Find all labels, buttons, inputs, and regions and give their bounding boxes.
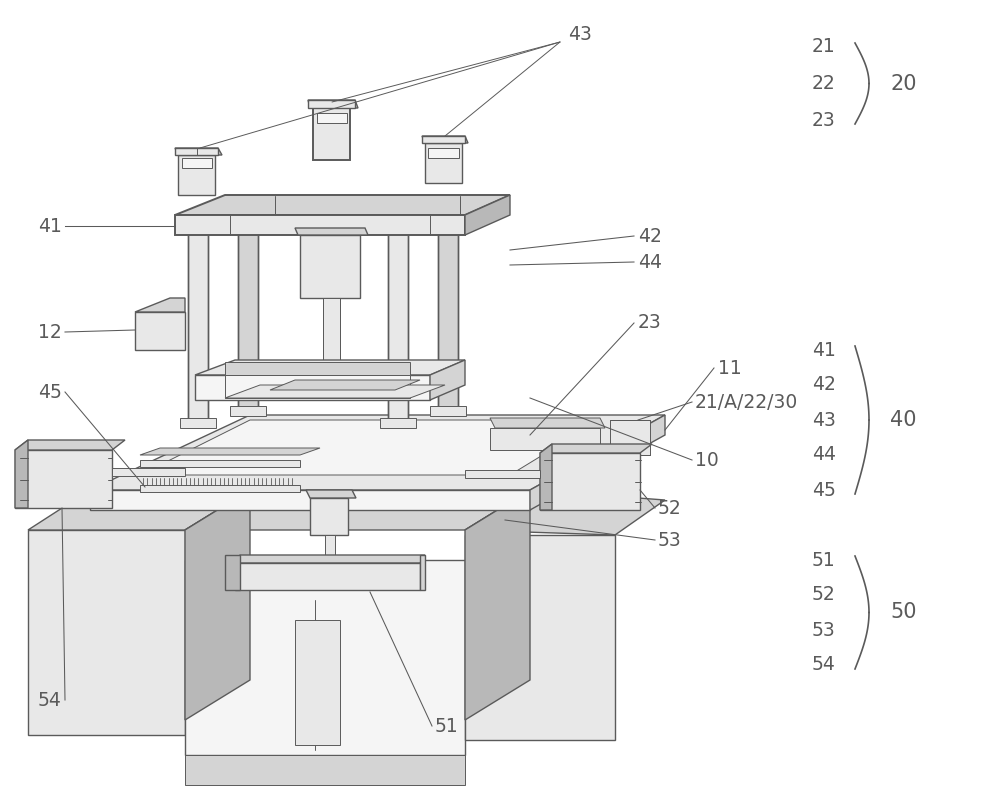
Polygon shape bbox=[185, 490, 250, 720]
Polygon shape bbox=[185, 490, 530, 530]
Polygon shape bbox=[135, 312, 185, 350]
Polygon shape bbox=[175, 215, 465, 235]
Polygon shape bbox=[540, 453, 640, 510]
Text: 43: 43 bbox=[812, 411, 836, 430]
Polygon shape bbox=[313, 108, 350, 160]
Polygon shape bbox=[428, 148, 459, 158]
Polygon shape bbox=[310, 498, 348, 535]
Polygon shape bbox=[238, 208, 258, 408]
Polygon shape bbox=[175, 195, 510, 215]
Polygon shape bbox=[188, 220, 208, 420]
Polygon shape bbox=[300, 235, 360, 298]
Polygon shape bbox=[490, 428, 600, 450]
Polygon shape bbox=[465, 490, 665, 535]
Polygon shape bbox=[420, 555, 425, 590]
Polygon shape bbox=[225, 555, 240, 590]
Text: 54: 54 bbox=[38, 691, 62, 710]
Polygon shape bbox=[140, 420, 600, 475]
Polygon shape bbox=[317, 113, 347, 123]
Text: 45: 45 bbox=[812, 480, 836, 499]
Polygon shape bbox=[388, 220, 408, 420]
Text: 40: 40 bbox=[890, 410, 916, 430]
Text: 44: 44 bbox=[638, 252, 662, 271]
Polygon shape bbox=[530, 415, 665, 510]
Polygon shape bbox=[295, 620, 340, 745]
Polygon shape bbox=[465, 535, 615, 740]
Text: 21: 21 bbox=[812, 37, 836, 56]
Polygon shape bbox=[438, 208, 458, 408]
Polygon shape bbox=[140, 448, 320, 455]
Text: 42: 42 bbox=[812, 376, 836, 395]
Text: 51: 51 bbox=[435, 717, 459, 736]
Polygon shape bbox=[112, 468, 185, 476]
Polygon shape bbox=[225, 375, 410, 398]
Polygon shape bbox=[235, 563, 420, 590]
Polygon shape bbox=[15, 450, 112, 508]
Polygon shape bbox=[135, 298, 185, 312]
Text: 41: 41 bbox=[812, 340, 836, 359]
Polygon shape bbox=[185, 755, 465, 785]
Polygon shape bbox=[28, 530, 185, 735]
Polygon shape bbox=[490, 418, 605, 428]
Polygon shape bbox=[235, 555, 425, 563]
Text: 52: 52 bbox=[658, 498, 682, 517]
Text: 23: 23 bbox=[638, 313, 662, 332]
Text: 52: 52 bbox=[812, 585, 836, 604]
Polygon shape bbox=[195, 375, 430, 400]
Polygon shape bbox=[185, 560, 465, 755]
Polygon shape bbox=[465, 470, 540, 478]
Polygon shape bbox=[140, 485, 300, 492]
Polygon shape bbox=[308, 100, 355, 108]
Text: 43: 43 bbox=[568, 25, 592, 44]
Polygon shape bbox=[15, 440, 28, 508]
Text: 22: 22 bbox=[812, 74, 836, 93]
Polygon shape bbox=[28, 490, 250, 530]
Text: 20: 20 bbox=[890, 74, 916, 93]
Polygon shape bbox=[295, 228, 368, 235]
Polygon shape bbox=[306, 490, 356, 498]
Text: 54: 54 bbox=[812, 656, 836, 675]
Polygon shape bbox=[90, 490, 530, 510]
Text: 45: 45 bbox=[38, 383, 62, 402]
Text: 21/A/22/30: 21/A/22/30 bbox=[695, 392, 798, 411]
Polygon shape bbox=[610, 420, 650, 455]
Polygon shape bbox=[465, 490, 530, 720]
Polygon shape bbox=[178, 155, 215, 195]
Polygon shape bbox=[540, 444, 552, 510]
Polygon shape bbox=[230, 406, 266, 416]
Polygon shape bbox=[308, 100, 358, 108]
Polygon shape bbox=[422, 136, 465, 143]
Polygon shape bbox=[180, 418, 216, 428]
Text: 12: 12 bbox=[38, 323, 62, 342]
Text: 41: 41 bbox=[38, 217, 62, 236]
Polygon shape bbox=[425, 143, 462, 183]
Text: 11: 11 bbox=[718, 358, 742, 377]
Text: 42: 42 bbox=[638, 226, 662, 245]
Polygon shape bbox=[430, 360, 465, 400]
Polygon shape bbox=[430, 406, 466, 416]
Text: 53: 53 bbox=[812, 620, 836, 639]
Polygon shape bbox=[323, 298, 340, 360]
Text: 44: 44 bbox=[812, 445, 836, 464]
Polygon shape bbox=[225, 362, 410, 375]
Polygon shape bbox=[465, 195, 510, 235]
Polygon shape bbox=[225, 385, 445, 398]
Text: 50: 50 bbox=[890, 603, 916, 623]
Polygon shape bbox=[195, 360, 465, 375]
Polygon shape bbox=[422, 136, 468, 143]
Polygon shape bbox=[270, 380, 420, 390]
Polygon shape bbox=[90, 415, 665, 490]
Polygon shape bbox=[182, 158, 212, 168]
Polygon shape bbox=[175, 148, 218, 155]
Polygon shape bbox=[380, 418, 416, 428]
Polygon shape bbox=[15, 440, 125, 450]
Polygon shape bbox=[325, 535, 335, 570]
Polygon shape bbox=[175, 148, 222, 155]
Text: 23: 23 bbox=[812, 111, 836, 130]
Polygon shape bbox=[540, 444, 652, 453]
Text: 10: 10 bbox=[695, 451, 719, 470]
Text: 53: 53 bbox=[658, 531, 682, 550]
Polygon shape bbox=[140, 460, 300, 467]
Text: 51: 51 bbox=[812, 551, 836, 570]
